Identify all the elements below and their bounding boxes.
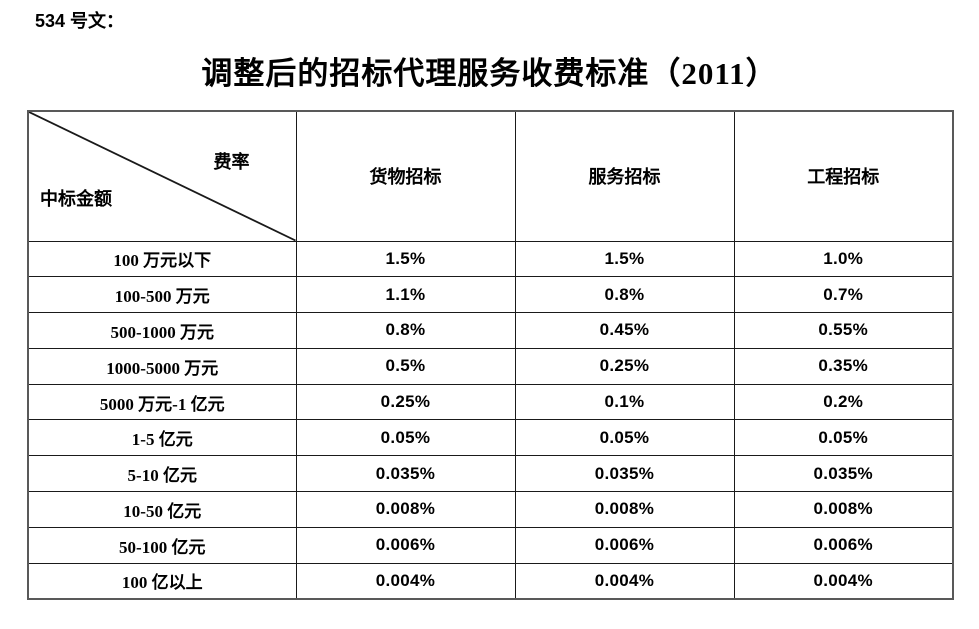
doc-number-label: 534 号文： bbox=[35, 11, 125, 31]
row-label-cell: 5000 万元-1 亿元 bbox=[27, 383, 297, 421]
table-row: 100 万元以下 1.5% 1.5% 1.0% bbox=[27, 240, 954, 278]
diagonal-divider-line bbox=[29, 112, 296, 241]
rate-value-cell: 0.8% bbox=[295, 312, 516, 349]
corner-label-fee-rate: 费率 bbox=[213, 152, 250, 172]
table-row: 100-500 万元 1.1% 0.8% 0.7% bbox=[27, 276, 954, 314]
rate-value-cell: 1.0% bbox=[733, 240, 954, 278]
rate-value-cell: 0.035% bbox=[514, 455, 735, 493]
column-header-goods-tendering: 货物招标 bbox=[295, 110, 516, 242]
table-row: 5000 万元-1 亿元 0.25% 0.1% 0.2% bbox=[27, 383, 954, 421]
rate-value-cell: 0.006% bbox=[733, 526, 954, 564]
rate-value-cell: 0.2% bbox=[733, 383, 954, 421]
rate-value-cell: 1.5% bbox=[295, 240, 516, 278]
rate-value-cell: 0.1% bbox=[514, 383, 735, 421]
row-label-cell: 100 万元以下 bbox=[27, 240, 297, 278]
rate-value-cell: 0.004% bbox=[514, 562, 735, 600]
table-row: 100 亿以上 0.004% 0.004% 0.004% bbox=[27, 562, 954, 600]
diagonal-split-header-cell: 费率 中标金额 bbox=[27, 110, 297, 242]
rate-value-cell: 1.5% bbox=[514, 240, 735, 278]
row-label-cell: 10-50 亿元 bbox=[27, 491, 297, 528]
rate-value-cell: 0.035% bbox=[295, 455, 516, 493]
rate-value-cell: 0.05% bbox=[514, 419, 735, 457]
table-row: 10-50 亿元 0.008% 0.008% 0.008% bbox=[27, 491, 954, 528]
row-label-cell: 1-5 亿元 bbox=[27, 419, 297, 457]
row-label-cell: 50-100 亿元 bbox=[27, 526, 297, 564]
table-row: 1-5 亿元 0.05% 0.05% 0.05% bbox=[27, 419, 954, 457]
corner-label-bid-amount: 中标金额 bbox=[40, 188, 112, 209]
table-row: 500-1000 万元 0.8% 0.45% 0.55% bbox=[27, 312, 954, 349]
rate-value-cell: 0.006% bbox=[514, 526, 735, 564]
table-row: 50-100 亿元 0.006% 0.006% 0.006% bbox=[27, 526, 954, 564]
rate-value-cell: 0.008% bbox=[733, 491, 954, 528]
table-row: 5-10 亿元 0.035% 0.035% 0.035% bbox=[27, 455, 954, 493]
column-header-service-tendering: 服务招标 bbox=[514, 110, 735, 242]
table-header-row: 费率 中标金额 货物招标 服务招标 工程招标 bbox=[27, 110, 954, 242]
rate-value-cell: 0.5% bbox=[295, 347, 516, 385]
rate-value-cell: 0.05% bbox=[733, 419, 954, 457]
rate-value-cell: 0.35% bbox=[733, 347, 954, 385]
rate-value-cell: 0.7% bbox=[733, 276, 954, 314]
rate-value-cell: 0.004% bbox=[295, 562, 516, 600]
column-header-engineering-tendering: 工程招标 bbox=[733, 110, 954, 242]
rate-value-cell: 0.008% bbox=[514, 491, 735, 528]
row-label-cell: 100-500 万元 bbox=[27, 276, 297, 314]
rate-value-cell: 0.25% bbox=[514, 347, 735, 385]
page-title: 调整后的招标代理服务收费标准（2011） bbox=[201, 56, 778, 91]
table-row: 1000-5000 万元 0.5% 0.25% 0.35% bbox=[27, 347, 954, 385]
rate-value-cell: 0.05% bbox=[295, 419, 516, 457]
row-label-cell: 500-1000 万元 bbox=[27, 312, 297, 349]
rate-value-cell: 0.004% bbox=[733, 562, 954, 600]
rate-value-cell: 0.45% bbox=[514, 312, 735, 349]
rate-value-cell: 0.006% bbox=[295, 526, 516, 564]
rate-value-cell: 0.25% bbox=[295, 383, 516, 421]
row-label-cell: 100 亿以上 bbox=[27, 562, 297, 600]
rate-value-cell: 1.1% bbox=[295, 276, 516, 314]
rate-value-cell: 0.035% bbox=[733, 455, 954, 493]
fee-rate-table: 费率 中标金额 货物招标 服务招标 工程招标 100 万元以下 1.5% 1.5% 1… bbox=[27, 110, 954, 600]
rate-value-cell: 0.8% bbox=[514, 276, 735, 314]
table-body: 100 万元以下 1.5% 1.5% 1.0% 100-500 万元 1.1% 0.8% 0.… bbox=[27, 240, 954, 600]
rate-value-cell: 0.55% bbox=[733, 312, 954, 349]
rate-value-cell: 0.008% bbox=[295, 491, 516, 528]
row-label-cell: 1000-5000 万元 bbox=[27, 347, 297, 385]
row-label-cell: 5-10 亿元 bbox=[27, 455, 297, 493]
